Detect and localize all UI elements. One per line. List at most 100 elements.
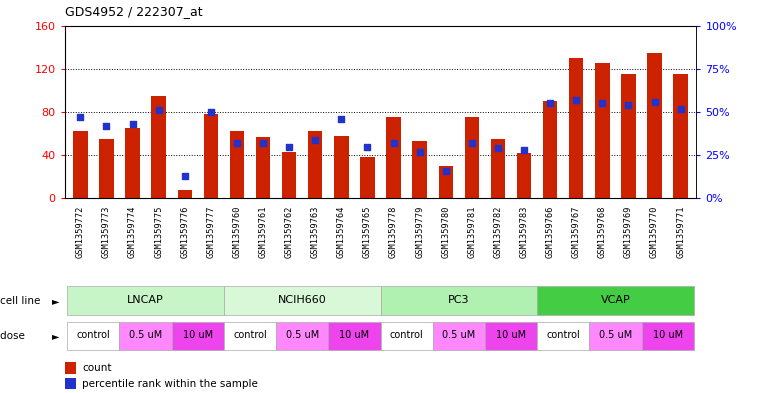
Point <box>231 140 243 146</box>
Text: 10 uM: 10 uM <box>652 331 683 340</box>
Text: GSM1359771: GSM1359771 <box>677 206 685 258</box>
Point <box>518 147 530 153</box>
Text: GSM1359763: GSM1359763 <box>310 206 320 258</box>
Bar <box>673 74 688 198</box>
Text: GSM1359761: GSM1359761 <box>259 206 268 258</box>
Text: GSM1359767: GSM1359767 <box>572 206 581 258</box>
Point <box>413 149 425 155</box>
Point <box>492 145 504 151</box>
Point <box>75 114 87 120</box>
Bar <box>67 322 119 350</box>
Bar <box>151 96 166 198</box>
Bar <box>73 131 88 198</box>
Text: GSM1359770: GSM1359770 <box>650 206 659 258</box>
Bar <box>438 166 453 198</box>
Text: control: control <box>233 331 267 340</box>
Text: 10 uM: 10 uM <box>339 331 369 340</box>
Text: control: control <box>546 331 580 340</box>
Bar <box>65 378 76 389</box>
Text: control: control <box>390 331 423 340</box>
Bar <box>126 128 140 198</box>
Bar <box>224 286 380 315</box>
Point <box>179 173 191 179</box>
Bar <box>595 63 610 198</box>
Point <box>309 136 321 143</box>
Point <box>361 143 374 150</box>
Point <box>622 102 635 108</box>
Text: GSM1359780: GSM1359780 <box>441 206 451 258</box>
Point <box>257 140 269 146</box>
Text: GSM1359773: GSM1359773 <box>102 206 111 258</box>
Text: GSM1359779: GSM1359779 <box>416 206 424 258</box>
Bar <box>412 141 427 198</box>
Bar <box>465 118 479 198</box>
Text: GSM1359781: GSM1359781 <box>467 206 476 258</box>
Text: GSM1359765: GSM1359765 <box>363 206 372 258</box>
Text: GSM1359764: GSM1359764 <box>337 206 345 258</box>
Bar <box>648 53 662 198</box>
Bar <box>204 114 218 198</box>
Text: dose: dose <box>0 331 28 341</box>
Bar <box>172 322 224 350</box>
Point <box>466 140 478 146</box>
Point <box>387 140 400 146</box>
Bar <box>360 157 374 198</box>
Text: GSM1359777: GSM1359777 <box>206 206 215 258</box>
Bar <box>485 322 537 350</box>
Text: GSM1359776: GSM1359776 <box>180 206 189 258</box>
Bar <box>328 322 380 350</box>
Bar <box>276 322 328 350</box>
Point <box>336 116 348 122</box>
Bar <box>99 139 113 198</box>
Text: GSM1359778: GSM1359778 <box>389 206 398 258</box>
Bar <box>256 137 270 198</box>
Text: ►: ► <box>52 331 59 341</box>
Point <box>570 97 582 103</box>
Text: count: count <box>82 363 112 373</box>
Bar <box>67 286 224 315</box>
Text: GSM1359772: GSM1359772 <box>76 206 84 258</box>
Text: NCIH660: NCIH660 <box>278 295 326 305</box>
Point <box>648 99 661 105</box>
Text: 0.5 uM: 0.5 uM <box>285 331 319 340</box>
Bar <box>517 153 531 198</box>
Bar <box>491 139 505 198</box>
Point <box>283 143 295 150</box>
Bar <box>387 118 401 198</box>
Text: 0.5 uM: 0.5 uM <box>599 331 632 340</box>
Text: cell line: cell line <box>0 296 43 306</box>
Text: 10 uM: 10 uM <box>183 331 213 340</box>
Text: GSM1359769: GSM1359769 <box>624 206 633 258</box>
Bar <box>282 152 296 198</box>
Bar <box>569 58 584 198</box>
Text: LNCAP: LNCAP <box>127 295 164 305</box>
Text: VCAP: VCAP <box>600 295 630 305</box>
Bar <box>334 136 349 198</box>
Text: GSM1359760: GSM1359760 <box>232 206 241 258</box>
Text: ►: ► <box>52 296 59 306</box>
Point <box>597 100 609 107</box>
Text: PC3: PC3 <box>448 295 470 305</box>
Point <box>126 121 139 127</box>
Bar <box>65 362 76 373</box>
Point <box>152 107 164 114</box>
Bar <box>537 286 694 315</box>
Bar <box>224 322 276 350</box>
Bar <box>177 190 192 198</box>
Text: GSM1359762: GSM1359762 <box>285 206 294 258</box>
Text: 10 uM: 10 uM <box>496 331 526 340</box>
Bar <box>543 101 557 198</box>
Text: GSM1359766: GSM1359766 <box>546 206 555 258</box>
Text: GSM1359782: GSM1359782 <box>493 206 502 258</box>
Bar <box>380 286 537 315</box>
Bar <box>537 322 589 350</box>
Text: GDS4952 / 222307_at: GDS4952 / 222307_at <box>65 5 202 18</box>
Bar <box>589 322 642 350</box>
Point <box>674 105 686 112</box>
Bar <box>621 74 635 198</box>
Point <box>440 168 452 174</box>
Text: GSM1359774: GSM1359774 <box>128 206 137 258</box>
Text: control: control <box>77 331 110 340</box>
Text: GSM1359783: GSM1359783 <box>520 206 529 258</box>
Point <box>100 123 113 129</box>
